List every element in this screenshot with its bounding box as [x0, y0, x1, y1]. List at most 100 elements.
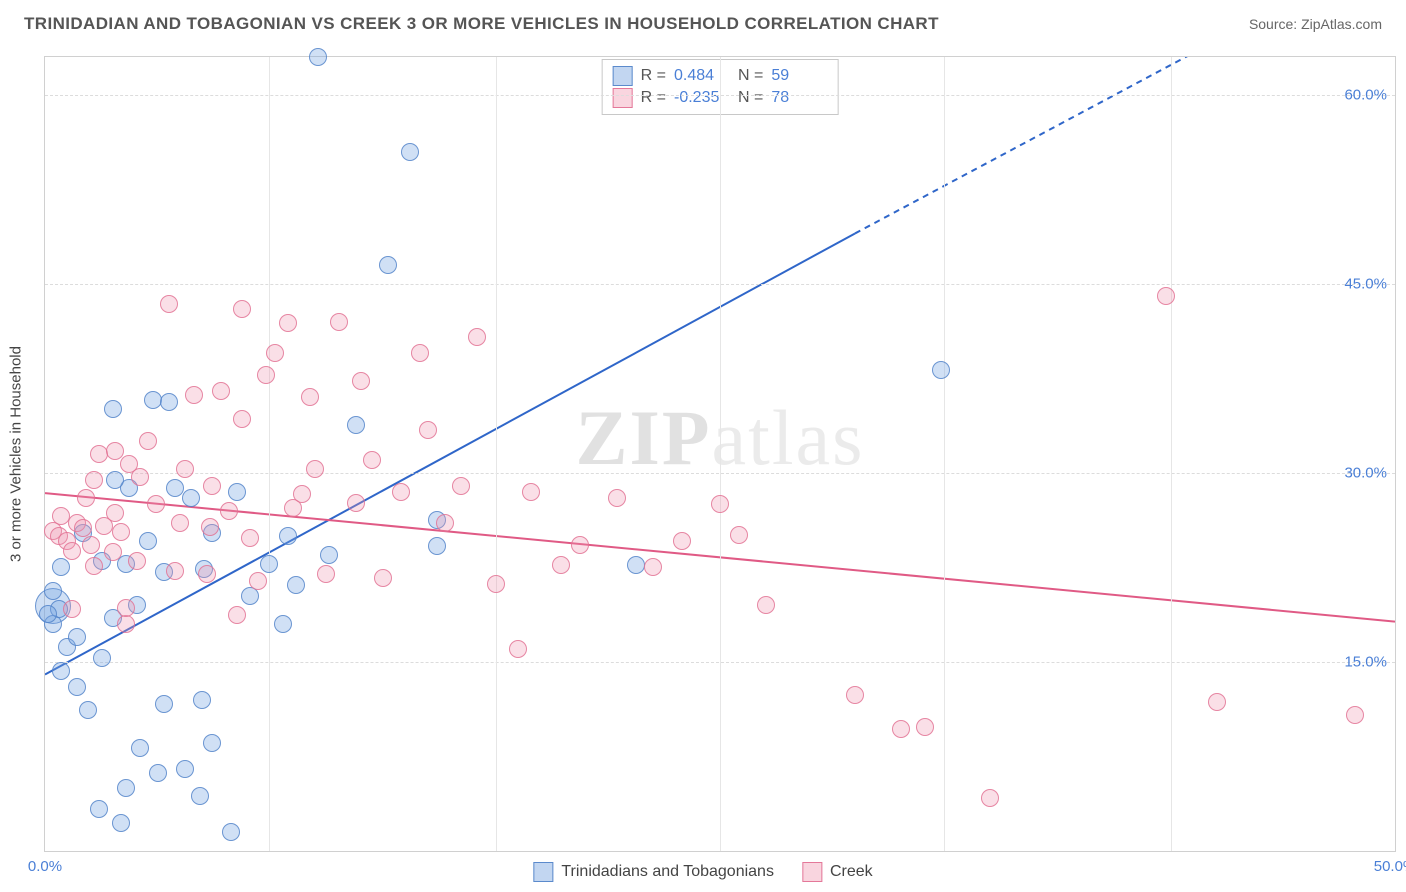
scatter-point [117, 779, 135, 797]
scatter-point [112, 814, 130, 832]
legend-item-a: Trinidadians and Tobagonians [533, 862, 774, 882]
scatter-point [117, 599, 135, 617]
scatter-point [106, 504, 124, 522]
scatter-point [68, 628, 86, 646]
scatter-point [509, 640, 527, 658]
scatter-point [552, 556, 570, 574]
scatter-point [249, 572, 267, 590]
scatter-point [149, 764, 167, 782]
scatter-point [93, 649, 111, 667]
plot-region: ZIPatlas R = 0.484 N = 59 R = -0.235 N =… [44, 56, 1396, 852]
scatter-point [195, 560, 213, 578]
scatter-point [90, 445, 108, 463]
scatter-point [50, 527, 68, 545]
scatter-point [104, 400, 122, 418]
scatter-point [44, 582, 62, 600]
scatter-point [79, 701, 97, 719]
scatter-point [160, 295, 178, 313]
source-value: ZipAtlas.com [1301, 16, 1382, 32]
r-label: R = [641, 89, 666, 107]
scatter-point [257, 366, 275, 384]
scatter-point [401, 143, 419, 161]
swatch-b-icon [613, 88, 633, 108]
watermark-left: ZIP [576, 394, 712, 481]
legend-label-a: Trinidadians and Tobagonians [561, 863, 774, 881]
scatter-point [74, 519, 92, 537]
scatter-point [608, 489, 626, 507]
y-tick-label: 60.0% [1344, 86, 1387, 103]
scatter-point [730, 526, 748, 544]
scatter-point [320, 546, 338, 564]
swatch-b-icon [802, 862, 822, 882]
scatter-point [82, 536, 100, 554]
scatter-point [193, 691, 211, 709]
scatter-point [522, 483, 540, 501]
scatter-point [39, 605, 57, 623]
scatter-point [363, 451, 381, 469]
scatter-point [50, 600, 68, 618]
scatter-point [68, 514, 86, 532]
r-label: R = [641, 67, 666, 85]
scatter-point [68, 678, 86, 696]
gridline-v [944, 57, 945, 851]
scatter-point [352, 372, 370, 390]
scatter-point [95, 517, 113, 535]
scatter-point [673, 532, 691, 550]
scatter-point [284, 499, 302, 517]
scatter-point [287, 576, 305, 594]
scatter-point [74, 524, 92, 542]
scatter-point [85, 471, 103, 489]
scatter-point [128, 596, 146, 614]
scatter-point [106, 442, 124, 460]
legend-item-b: Creek [802, 862, 873, 882]
scatter-point [228, 483, 246, 501]
scatter-point [120, 455, 138, 473]
scatter-point [52, 558, 70, 576]
scatter-point [279, 314, 297, 332]
scatter-point [128, 552, 146, 570]
scatter-point [419, 421, 437, 439]
scatter-point [139, 532, 157, 550]
scatter-point [411, 344, 429, 362]
chart-title: TRINIDADIAN AND TOBAGONIAN VS CREEK 3 OR… [24, 14, 939, 34]
scatter-point [293, 485, 311, 503]
scatter-point [160, 393, 178, 411]
scatter-point [185, 386, 203, 404]
scatter-point [203, 734, 221, 752]
scatter-point [330, 313, 348, 331]
scatter-point [58, 532, 76, 550]
scatter-point [428, 511, 446, 529]
r-value-b: -0.235 [674, 89, 730, 107]
scatter-point [452, 477, 470, 495]
chart-area: 3 or more Vehicles in Household ZIPatlas… [44, 56, 1396, 852]
scatter-point [212, 382, 230, 400]
gridline-v [1171, 57, 1172, 851]
scatter-point [317, 565, 335, 583]
scatter-point [120, 479, 138, 497]
scatter-point [182, 489, 200, 507]
scatter-point [63, 600, 81, 618]
n-value-a: 59 [771, 67, 827, 85]
scatter-point [222, 823, 240, 841]
scatter-point [916, 718, 934, 736]
scatter-point [191, 787, 209, 805]
scatter-point [147, 495, 165, 513]
swatch-a-icon [533, 862, 553, 882]
watermark-right: atlas [712, 394, 865, 481]
scatter-point [203, 477, 221, 495]
scatter-point [301, 388, 319, 406]
scatter-point [347, 494, 365, 512]
scatter-point [436, 514, 454, 532]
scatter-point [52, 662, 70, 680]
scatter-point [155, 695, 173, 713]
scatter-point [176, 760, 194, 778]
scatter-point-large [35, 588, 71, 624]
scatter-point [241, 587, 259, 605]
scatter-point [131, 468, 149, 486]
scatter-point [117, 555, 135, 573]
source-label: Source: [1249, 16, 1301, 32]
scatter-point [241, 529, 259, 547]
scatter-point [309, 48, 327, 66]
scatter-point [468, 328, 486, 346]
scatter-point [1346, 706, 1364, 724]
